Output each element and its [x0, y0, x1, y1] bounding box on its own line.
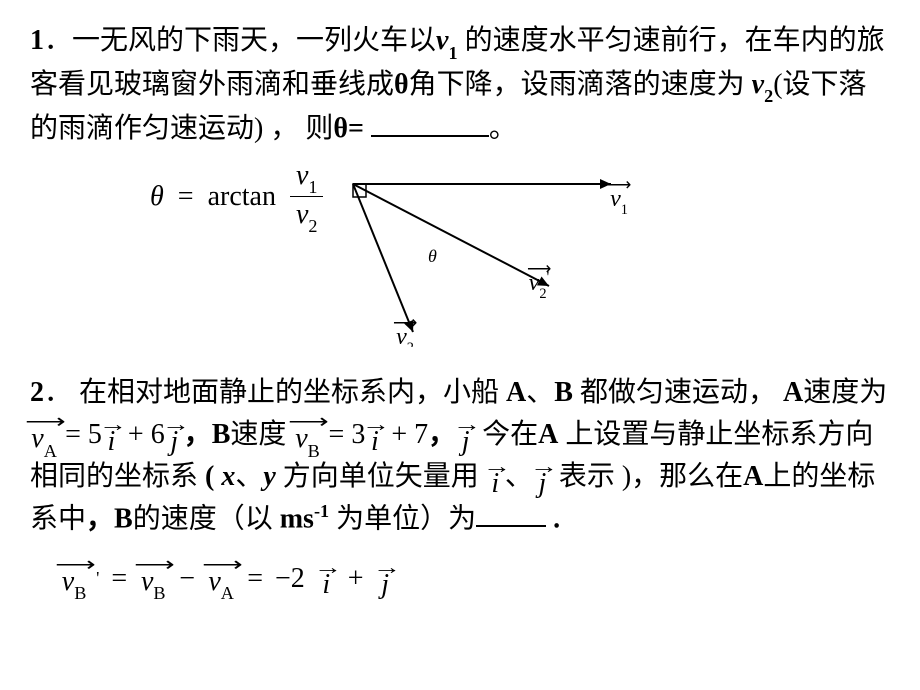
p2-B: B: [554, 377, 573, 408]
vec-i3: →i: [486, 463, 505, 493]
p2-text-d: 速度: [230, 419, 293, 450]
p1-formula-arctan: arctan: [208, 176, 276, 218]
ans-minus: −: [179, 558, 195, 600]
p2-A4: A: [743, 461, 763, 492]
vec-j3: →j: [533, 463, 552, 493]
vec-i2: →i: [365, 421, 384, 451]
p2-plus2: +: [384, 419, 414, 450]
p2-A3: A: [538, 419, 558, 450]
p2-A: A: [506, 377, 526, 408]
p2-dot1: 、: [526, 377, 554, 408]
p2-ms: ms: [280, 503, 314, 534]
p2-answer: ⟶vB ' = ⟶vB − ⟶vA = −2 →i + →j: [30, 558, 890, 600]
p1-formula-eq: =: [178, 176, 194, 218]
p1-formula-theta: θ: [150, 176, 164, 218]
p1-formula: θ = arctan v1 v2: [30, 162, 323, 233]
p2-vB-7: 7: [414, 419, 428, 450]
vec-vBprime: ⟶vB: [60, 561, 88, 597]
p2-plus1: +: [121, 419, 151, 450]
vec-i4: →i: [317, 564, 336, 594]
p2-B3: B: [114, 503, 133, 534]
p1-theta-eq: θ=: [333, 113, 364, 144]
vec-i1: →i: [102, 421, 121, 451]
vec-j1: →j: [165, 421, 184, 451]
p1-blank: [371, 135, 489, 137]
vec-j2: →j: [456, 421, 475, 451]
p2-punct: ．: [44, 377, 72, 408]
p2-paren-open: (: [205, 461, 221, 492]
svg-text:θ: θ: [428, 246, 437, 266]
p1-diagram: θ⟶v1⟶v2⟶v2': [323, 162, 890, 347]
problem-2: 2． 在相对地面静止的坐标系内，小船 A、B 都做匀速运动， A速度为 ⟶vA …: [30, 372, 890, 540]
p1-v1: v: [436, 25, 448, 56]
p1-formula-row: θ = arctan v1 v2 θ⟶v1⟶v2⟶v2': [30, 162, 890, 347]
vec-vB: ⟶vB: [293, 418, 321, 454]
p2-text-g: 方向单位矢量用: [283, 461, 486, 492]
p2-text-h: 表示 )，那么在: [559, 461, 743, 492]
p1-text-a: 一无风的下雨天，一列火车以: [72, 25, 436, 56]
vector-diagram: θ⟶v1⟶v2⟶v2': [323, 162, 633, 347]
p1-text-c: 角下降，设雨滴落的速度为: [409, 69, 752, 100]
p1-v2: v: [752, 69, 764, 100]
p1-frac-den: v2: [290, 196, 324, 233]
p2-text-k: 为单位）为: [329, 503, 476, 534]
p2-text-e: 今在: [482, 419, 538, 450]
vec-vA: ⟶vA: [30, 418, 58, 454]
p2-text-b: 都做匀速运动，: [573, 377, 783, 408]
p1-theta: θ: [394, 69, 409, 100]
p2-text-c: 速度为: [803, 377, 887, 408]
vec-vB2: ⟶vB: [139, 561, 167, 597]
ans-eq2: =: [247, 558, 263, 600]
problem-1: 1．一无风的下雨天，一列火车以v1 的速度水平匀速前行，在车内的旅客看见玻璃窗外…: [30, 20, 890, 150]
p2-text-a: 在相对地面静止的坐标系内，小船: [72, 377, 506, 408]
svg-text:v2': v2': [529, 268, 550, 302]
vec-j4: →j: [376, 564, 395, 594]
ans-neg2: −2: [275, 558, 305, 600]
p1-number: 1: [30, 25, 44, 56]
p1-punct: ．: [44, 25, 72, 56]
p2-eq1: =: [65, 419, 88, 450]
ans-plus: +: [348, 558, 364, 600]
p2-neg1: -1: [314, 501, 329, 521]
p2-dot2: 、: [235, 461, 263, 492]
p2-dot3: 、: [505, 461, 533, 492]
p2-comma1: ，: [184, 419, 212, 450]
p2-A2: A: [783, 377, 803, 408]
vec-vA2: ⟶vA: [207, 561, 235, 597]
p2-x: x: [221, 461, 235, 492]
p1-text-e: 。: [489, 113, 517, 144]
p2-text-j: 的速度（以: [133, 503, 280, 534]
p1-v2-sub: 2: [764, 86, 773, 106]
p2-B2: B: [212, 419, 231, 450]
p2-number: 2: [30, 377, 44, 408]
p1-v1-sub: 1: [448, 43, 457, 63]
p2-comma3: ，: [86, 503, 114, 534]
p2-y: y: [263, 461, 275, 492]
p1-fraction: v1 v2: [290, 162, 324, 233]
p2-blank: [476, 525, 546, 527]
p1-frac-num: v1: [290, 162, 324, 196]
p2-eq2: =: [329, 419, 352, 450]
ans-eq1: =: [111, 558, 127, 600]
p2-period: .: [546, 503, 560, 534]
vBp-prime: ': [96, 565, 99, 592]
